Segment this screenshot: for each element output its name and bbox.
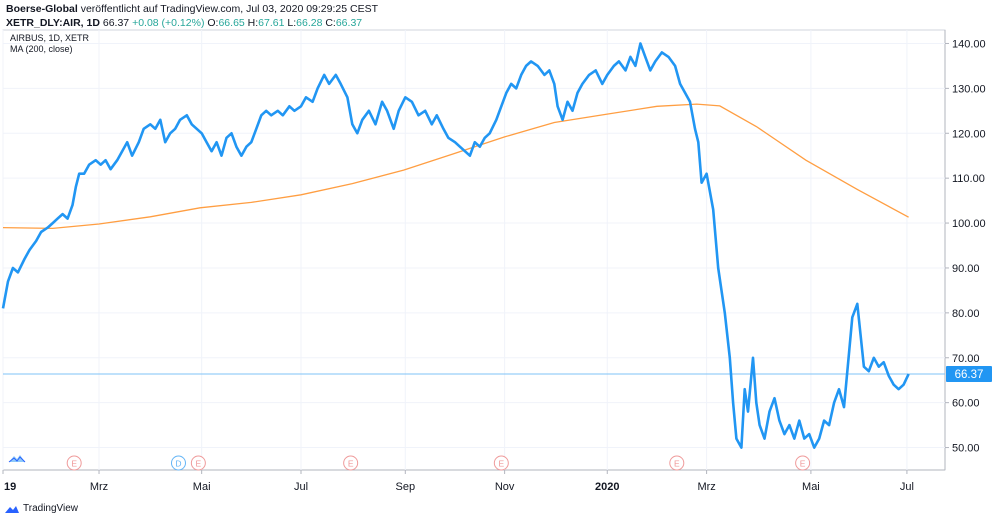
earnings-marker bbox=[795, 455, 811, 471]
price-change: +0.08 (+0.12%) bbox=[132, 17, 205, 29]
earnings-marker bbox=[66, 455, 82, 471]
x-tick-label: Jul bbox=[294, 481, 308, 493]
x-tick-label: Sep bbox=[396, 481, 416, 493]
x-tick-label: Mai bbox=[802, 481, 820, 493]
plot-border bbox=[2, 29, 946, 471]
symbol-code: XETR_DLY:AIR, 1D bbox=[6, 17, 100, 29]
legend-symbol[interactable]: AIRBUS, 1D, XETR bbox=[10, 33, 90, 43]
event-marker-label: E bbox=[800, 459, 806, 469]
earnings-marker bbox=[190, 455, 206, 471]
grid-lines bbox=[2, 30, 945, 470]
x-tick-label: Mai bbox=[193, 481, 211, 493]
open-value: 66.65 bbox=[218, 17, 245, 29]
publisher-name[interactable]: Boerse-Global bbox=[6, 3, 78, 15]
low-label: L: bbox=[287, 17, 297, 29]
close-label: C: bbox=[325, 17, 336, 29]
close-value: 66.37 bbox=[335, 17, 363, 29]
time-axis-ticks: 19 Mrz Mai Jul Sep Nov 2020 Mrz Mai Jul bbox=[2, 470, 914, 493]
price-line bbox=[1, 42, 910, 449]
high-label: H: bbox=[247, 17, 259, 29]
x-tick-label: Mrz bbox=[90, 481, 108, 493]
last-price: 66.37 bbox=[102, 17, 130, 29]
event-marker-label: E bbox=[348, 459, 354, 469]
event-marker-label: E bbox=[71, 459, 77, 469]
price-axis-ticks: 50.00 60.00 70.00 80.00 90.00 100.00 110.00 120… bbox=[945, 38, 992, 455]
y-tick-label: 50.00 bbox=[952, 443, 980, 455]
earnings-marker bbox=[669, 455, 685, 471]
chart-header: Boerse-Global veröffentlicht auf Trading… bbox=[6, 2, 996, 30]
y-tick-label: 120.00 bbox=[952, 128, 986, 140]
event-marker-label: E bbox=[196, 459, 202, 469]
price-layer bbox=[1, 42, 910, 449]
event-marker-label: E bbox=[498, 459, 504, 469]
y-tick-label: 100.00 bbox=[952, 218, 986, 230]
ma-200-line bbox=[2, 103, 909, 230]
dividend-marker bbox=[170, 455, 186, 471]
quote-line: XETR_DLY:AIR, 1D 66.37 +0.08 (+0.12%) O:… bbox=[6, 16, 996, 30]
low-value: 66.28 bbox=[296, 17, 323, 29]
footer-brand[interactable]: TradingView bbox=[4, 503, 78, 514]
earnings-marker bbox=[493, 455, 509, 471]
x-tick-label: 19 bbox=[4, 481, 16, 493]
open-label: O: bbox=[207, 17, 219, 29]
last-price-tag-label: 66.37 bbox=[955, 369, 984, 381]
event-marker-label: D bbox=[175, 459, 181, 469]
legend-ma[interactable]: MA (200, close) bbox=[10, 44, 73, 54]
y-tick-label: 130.00 bbox=[952, 83, 986, 95]
x-tick-label: 2020 bbox=[595, 481, 619, 493]
y-tick-label: 80.00 bbox=[952, 308, 980, 320]
brand-name: TradingView bbox=[23, 503, 79, 514]
x-tick-label: Mrz bbox=[697, 481, 715, 493]
y-tick-label: 140.00 bbox=[952, 38, 986, 50]
y-tick-label: 110.00 bbox=[952, 173, 985, 185]
publish-line: Boerse-Global veröffentlicht auf Trading… bbox=[6, 2, 996, 16]
publish-info: veröffentlicht auf TradingView.com, Jul … bbox=[80, 3, 378, 15]
earnings-marker bbox=[343, 455, 359, 471]
hide-indicators-icon[interactable] bbox=[7, 450, 27, 465]
y-tick-label: 90.00 bbox=[952, 263, 980, 275]
y-tick-label: 60.00 bbox=[952, 398, 980, 410]
ma-layer bbox=[2, 103, 909, 230]
event-marker-label: E bbox=[674, 459, 680, 469]
y-tick-label: 70.00 bbox=[952, 353, 980, 365]
last-price-tag bbox=[946, 366, 992, 383]
x-tick-label: Nov bbox=[495, 481, 515, 493]
high-value: 67.61 bbox=[258, 17, 285, 29]
x-tick-label: Jul bbox=[900, 481, 914, 493]
tradingview-logo-icon bbox=[5, 505, 19, 513]
